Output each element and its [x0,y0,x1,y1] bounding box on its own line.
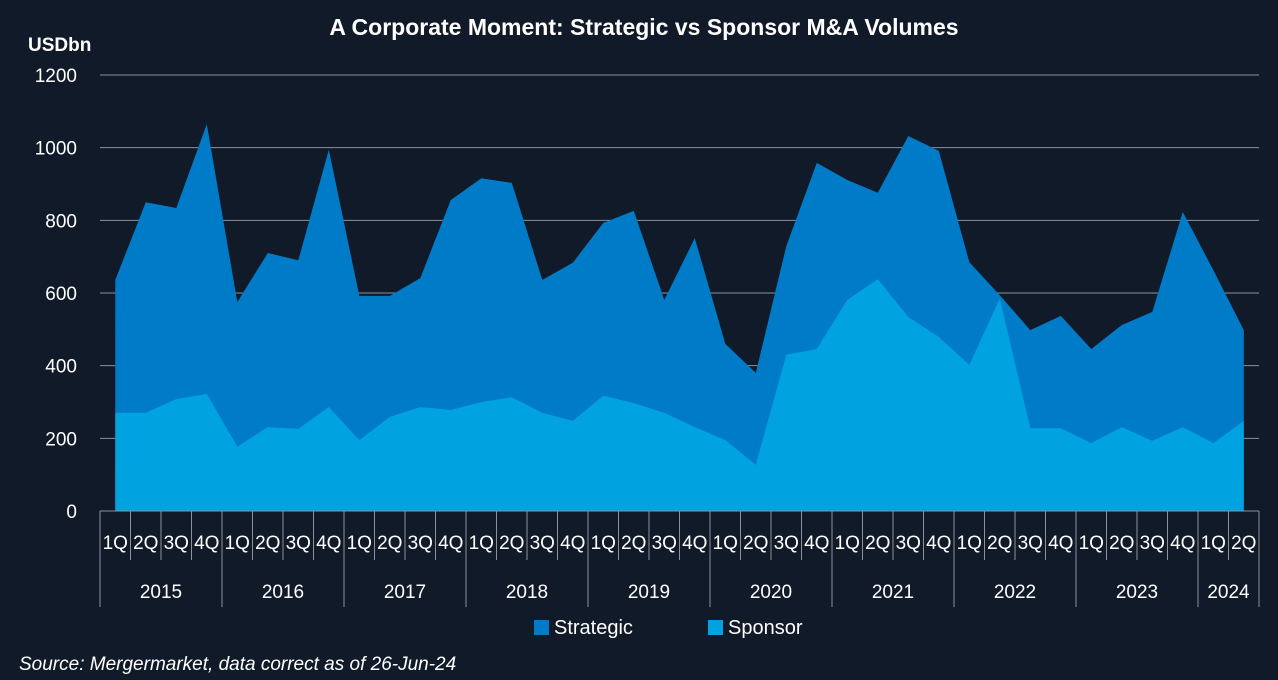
legend-swatch-sponsor [708,620,723,635]
x-tick-label-quarter: 2Q [621,533,646,554]
x-tick-label-year: 2015 [140,582,182,603]
x-tick-label-quarter: 3Q [1018,533,1043,554]
x-tick-label-quarter: 1Q [1079,533,1104,554]
legend-item-sponsor[interactable]: Sponsor [708,617,803,639]
x-tick-label-year: 2020 [750,582,792,603]
y-axis-unit-label: USDbn [28,35,91,56]
x-tick-label-quarter: 3Q [530,533,555,554]
x-tick-label-quarter: 3Q [774,533,799,554]
x-tick-label-quarter: 1Q [957,533,982,554]
x-tick-label-quarter: 3Q [652,533,677,554]
plot-areas [115,124,1244,511]
x-tick-label-quarter: 4Q [194,533,219,554]
x-tick-label-quarter: 2Q [1231,533,1256,554]
x-tick-label-quarter: 4Q [316,533,341,554]
x-tick-label-year: 2023 [1116,582,1158,603]
legend-item-strategic[interactable]: Strategic [534,617,633,639]
legend-label-sponsor: Sponsor [728,617,803,639]
x-tick-label-quarter: 1Q [591,533,616,554]
y-tick-label: 400 [45,357,77,378]
x-tick-label-year: 2019 [628,582,670,603]
x-tick-label-quarter: 2Q [1109,533,1134,554]
x-tick-label-quarter: 1Q [103,533,128,554]
y-tick-label: 600 [45,284,77,305]
x-tick-label-quarter: 2Q [133,533,158,554]
chart-title: A Corporate Moment: Strategic vs Sponsor… [329,14,958,40]
x-tick-label-quarter: 1Q [713,533,738,554]
x-tick-label-quarter: 1Q [347,533,372,554]
x-tick-label-quarter: 4Q [438,533,463,554]
x-tick-label-quarter: 2Q [987,533,1012,554]
area-sponsor [115,279,1244,511]
x-tick-label-year: 2018 [506,582,548,603]
x-tick-label-quarter: 4Q [682,533,707,554]
y-tick-label: 1200 [35,66,77,87]
y-tick-label: 200 [45,429,77,450]
x-tick-label-quarter: 3Q [408,533,433,554]
x-tick-label-year: 2024 [1207,582,1250,603]
x-tick-label-quarter: 3Q [1140,533,1165,554]
x-axis: 1Q 2Q 3Q 4Q 1Q 2Q 3Q 4Q 1Q 2Q 3Q 4Q 1Q 2Q 3Q 4Q 1Q 2Q 3Q 4Q… [99,510,1260,607]
x-tick-label-quarter: 1Q [1201,533,1226,554]
y-tick-label: 800 [45,211,77,232]
x-tick-label-quarter: 4Q [1048,533,1073,554]
x-tick-label-quarter: 3Q [286,533,311,554]
y-axis-ticks: 0 200 400 600 800 1000 1200 [35,66,77,523]
x-tick-label-year: 2017 [384,582,426,603]
x-tick-label-quarter: 2Q [743,533,768,554]
x-tick-label-quarter: 2Q [255,533,280,554]
x-tick-label-quarter: 3Q [896,533,921,554]
x-tick-label-quarter: 4Q [1170,533,1195,554]
x-tick-label-year: 2022 [994,582,1036,603]
legend-label-strategic: Strategic [554,617,633,639]
x-tick-label-quarter: 4Q [926,533,951,554]
x-tick-label-quarter: 1Q [225,533,250,554]
x-tick-label-quarter: 2Q [865,533,890,554]
x-tick-label-year: 2021 [872,582,914,603]
x-tick-label-quarter: 1Q [469,533,494,554]
x-tick-label-quarter: 1Q [835,533,860,554]
x-tick-label-quarter: 3Q [164,533,189,554]
legend-swatch-strategic [534,620,549,635]
y-tick-label: 1000 [35,139,77,160]
legend: Strategic Sponsor [534,617,803,639]
x-tick-label-year: 2016 [262,582,304,603]
x-tick-label-quarter: 4Q [804,533,829,554]
x-tick-label-quarter: 2Q [499,533,524,554]
x-tick-label-quarter: 4Q [560,533,585,554]
y-tick-label: 0 [66,502,77,523]
x-tick-label-quarter: 2Q [377,533,402,554]
source-note: Source: Mergermarket, data correct as of… [19,654,457,675]
